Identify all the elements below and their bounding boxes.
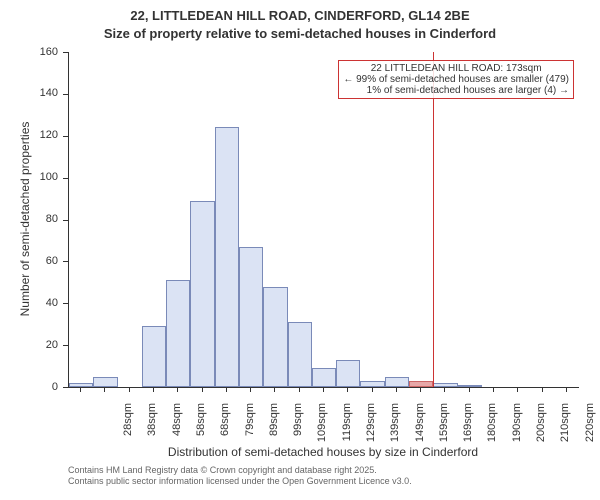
annotation-line1: 22 LITTLEDEAN HILL ROAD: 173sqm: [343, 63, 569, 74]
histogram-bar: [142, 326, 166, 387]
marker-line: [433, 52, 434, 387]
x-tick-label: 220sqm: [584, 403, 596, 453]
y-tick-label: 80: [0, 213, 58, 225]
histogram-bar: [312, 368, 336, 387]
histogram-bar: [190, 201, 214, 387]
histogram-chart: 22, LITTLEDEAN HILL ROAD, CINDERFORD, GL…: [0, 0, 600, 500]
y-tick-label: 0: [0, 381, 58, 393]
x-tick-label: 180sqm: [486, 403, 498, 453]
y-tick-label: 40: [0, 297, 58, 309]
annotation-line3: 1% of semi-detached houses are larger (4…: [343, 85, 569, 96]
x-tick-label: 58sqm: [195, 403, 207, 453]
x-tick-label: 89sqm: [268, 403, 280, 453]
histogram-bar: [166, 280, 190, 387]
x-tick-label: 210sqm: [559, 403, 571, 453]
attribution-line2: Contains public sector information licen…: [68, 476, 412, 487]
y-tick-label: 140: [0, 87, 58, 99]
histogram-bar: [385, 377, 409, 387]
x-tick-label: 28sqm: [122, 403, 134, 453]
chart-title-line1: 22, LITTLEDEAN HILL ROAD, CINDERFORD, GL…: [0, 8, 600, 23]
x-tick-label: 79sqm: [244, 403, 256, 453]
histogram-bar: [288, 322, 312, 387]
x-tick-label: 129sqm: [365, 403, 377, 453]
histogram-bar: [458, 385, 482, 387]
plot-area: [68, 52, 579, 388]
y-tick-label: 60: [0, 255, 58, 267]
x-tick-label: 119sqm: [341, 403, 353, 453]
histogram-bar: [69, 383, 93, 387]
histogram-bar: [93, 377, 117, 387]
histogram-bar: [215, 127, 239, 387]
x-tick-label: 200sqm: [535, 403, 547, 453]
x-tick-label: 38sqm: [146, 403, 158, 453]
highlight-bar: [409, 381, 433, 387]
y-tick-label: 100: [0, 171, 58, 183]
x-tick-label: 139sqm: [389, 403, 401, 453]
y-tick-label: 20: [0, 339, 58, 351]
attribution-text: Contains HM Land Registry data © Crown c…: [68, 465, 412, 487]
x-tick-label: 149sqm: [414, 403, 426, 453]
y-tick-label: 120: [0, 129, 58, 141]
annotation-box: 22 LITTLEDEAN HILL ROAD: 173sqm← 99% of …: [338, 60, 574, 99]
x-tick-label: 109sqm: [316, 403, 328, 453]
x-tick-label: 169sqm: [462, 403, 474, 453]
histogram-bar: [433, 383, 457, 387]
histogram-bar: [360, 381, 384, 387]
x-tick-label: 68sqm: [219, 403, 231, 453]
histogram-bar: [336, 360, 360, 387]
x-tick-label: 99sqm: [292, 403, 304, 453]
attribution-line1: Contains HM Land Registry data © Crown c…: [68, 465, 412, 476]
histogram-bar: [239, 247, 263, 387]
y-tick-label: 160: [0, 46, 58, 58]
x-tick-label: 159sqm: [438, 403, 450, 453]
x-tick-label: 190sqm: [511, 403, 523, 453]
x-tick-label: 48sqm: [171, 403, 183, 453]
annotation-line2: ← 99% of semi-detached houses are smalle…: [343, 74, 569, 85]
chart-title-line2: Size of property relative to semi-detach…: [0, 26, 600, 41]
histogram-bar: [263, 287, 287, 388]
